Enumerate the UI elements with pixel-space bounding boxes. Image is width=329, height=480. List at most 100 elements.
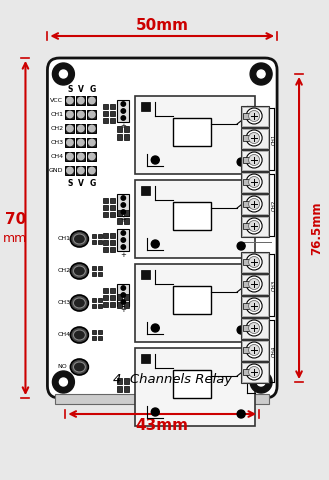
Bar xyxy=(88,124,96,133)
Bar xyxy=(92,272,96,276)
Bar xyxy=(103,118,108,123)
Text: +: + xyxy=(120,123,126,129)
Bar xyxy=(242,107,268,126)
Bar xyxy=(242,341,268,360)
Circle shape xyxy=(121,109,125,113)
Text: 43mm: 43mm xyxy=(136,419,189,433)
Bar xyxy=(110,233,115,238)
Ellipse shape xyxy=(70,231,89,247)
Circle shape xyxy=(246,276,262,292)
Bar xyxy=(241,128,269,149)
Text: 70: 70 xyxy=(5,213,26,228)
Circle shape xyxy=(121,238,125,242)
Bar xyxy=(243,259,250,265)
Bar xyxy=(117,302,122,308)
Bar xyxy=(241,252,269,273)
Circle shape xyxy=(249,199,260,209)
Bar xyxy=(241,172,269,193)
Circle shape xyxy=(250,371,272,393)
Circle shape xyxy=(246,254,262,270)
Bar xyxy=(124,126,129,132)
Text: G: G xyxy=(89,180,95,189)
Text: V: V xyxy=(78,180,84,189)
Circle shape xyxy=(89,111,95,118)
Bar xyxy=(76,110,85,119)
Bar xyxy=(98,336,102,340)
Text: S: S xyxy=(68,180,73,189)
Text: 50mm: 50mm xyxy=(136,19,189,34)
Bar xyxy=(117,284,129,306)
Bar xyxy=(135,348,255,426)
Bar xyxy=(242,129,268,148)
Bar xyxy=(65,152,74,161)
Text: +: + xyxy=(120,217,126,223)
Circle shape xyxy=(246,218,262,234)
Circle shape xyxy=(237,242,245,250)
Bar xyxy=(110,198,115,203)
Circle shape xyxy=(89,168,95,174)
Circle shape xyxy=(89,153,95,160)
Text: CH2: CH2 xyxy=(272,199,277,211)
Circle shape xyxy=(89,139,95,146)
Bar xyxy=(243,223,250,229)
Ellipse shape xyxy=(73,298,85,308)
Text: +: + xyxy=(120,252,126,258)
Text: CH3: CH3 xyxy=(50,141,63,145)
Bar xyxy=(135,180,255,258)
Circle shape xyxy=(67,125,73,132)
Text: CH4: CH4 xyxy=(58,333,70,337)
Circle shape xyxy=(257,378,265,386)
Bar xyxy=(242,319,268,338)
Ellipse shape xyxy=(70,263,89,279)
Bar xyxy=(88,96,96,105)
Bar xyxy=(92,266,96,270)
Circle shape xyxy=(246,174,262,190)
Circle shape xyxy=(246,130,262,146)
Circle shape xyxy=(249,155,260,166)
Bar xyxy=(110,240,115,245)
Bar xyxy=(65,138,74,147)
Bar xyxy=(98,266,102,270)
Bar xyxy=(65,124,74,133)
Text: mm: mm xyxy=(3,231,28,244)
Circle shape xyxy=(249,220,260,231)
Ellipse shape xyxy=(73,266,85,276)
Circle shape xyxy=(60,70,67,78)
Bar xyxy=(103,302,108,307)
Circle shape xyxy=(237,410,245,418)
Bar xyxy=(117,229,129,251)
Bar xyxy=(243,347,250,353)
Bar xyxy=(117,134,122,140)
Bar xyxy=(117,386,122,392)
Circle shape xyxy=(249,345,260,356)
Circle shape xyxy=(237,158,245,166)
Circle shape xyxy=(237,326,245,334)
Circle shape xyxy=(249,367,260,377)
Bar xyxy=(243,135,250,141)
Bar xyxy=(88,166,96,175)
Circle shape xyxy=(250,63,272,85)
Bar xyxy=(243,369,250,375)
Text: GND: GND xyxy=(49,168,63,173)
Bar xyxy=(110,247,115,252)
Bar xyxy=(76,138,85,147)
Text: NO: NO xyxy=(58,364,67,370)
Circle shape xyxy=(121,245,125,249)
Circle shape xyxy=(249,110,260,121)
Circle shape xyxy=(121,116,125,120)
Text: CH2: CH2 xyxy=(50,127,63,132)
Circle shape xyxy=(78,168,84,174)
Circle shape xyxy=(151,240,159,248)
Bar xyxy=(243,179,250,185)
Circle shape xyxy=(78,139,84,146)
Bar xyxy=(241,150,269,171)
Bar xyxy=(173,118,211,146)
Bar xyxy=(135,264,255,342)
Bar xyxy=(242,297,268,316)
Bar xyxy=(110,212,115,217)
Circle shape xyxy=(246,152,262,168)
Bar xyxy=(242,253,268,272)
Text: +: + xyxy=(120,307,126,313)
Circle shape xyxy=(121,210,125,214)
Bar xyxy=(124,294,129,300)
